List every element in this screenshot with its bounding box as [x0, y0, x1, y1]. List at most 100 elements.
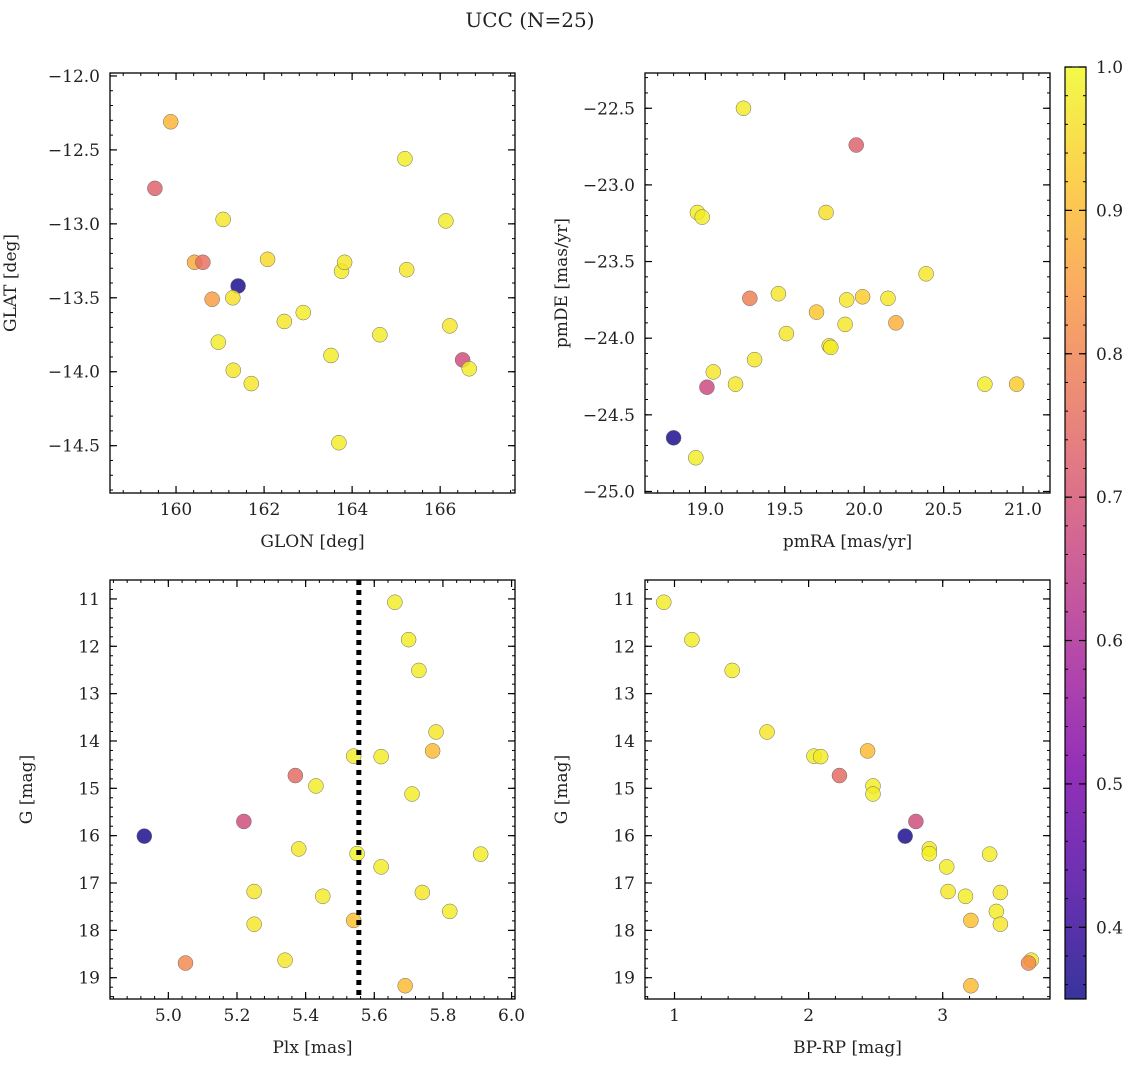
y-tick-label: −24.5: [583, 406, 635, 426]
scatter-point: [336, 254, 353, 271]
x-tick-label: 5.4: [292, 1006, 319, 1026]
scatter-points: [136, 594, 489, 994]
figure-title: UCC (N=25): [465, 8, 594, 32]
y-tick-label: 12: [613, 637, 635, 657]
scatter-point: [1020, 955, 1037, 971]
scatter-point: [215, 211, 231, 228]
colorbar: 0.4 0.5 0.6 0.7 0.8 0.9 1.0: [1064, 58, 1123, 1000]
colorbar-tick-label: 0.7: [1096, 488, 1123, 508]
y-tick-label: 18: [78, 921, 100, 941]
scatter-point: [981, 846, 998, 862]
scatter-point: [694, 209, 710, 225]
scatter-point: [372, 327, 388, 343]
scatter-point: [831, 767, 848, 784]
scatter-point: [656, 594, 672, 611]
scatter-point: [963, 977, 979, 994]
y-axis-label: G [mag]: [17, 755, 37, 824]
scatter-point: [699, 379, 715, 395]
x-tick-label: 21.0: [1004, 500, 1042, 520]
scatter-point: [963, 912, 979, 929]
scatter-point: [865, 786, 881, 802]
x-tick-label: 1: [669, 1006, 680, 1026]
scatter-point: [992, 884, 1009, 901]
x-tick-label: 164: [336, 500, 368, 520]
scatter-point: [204, 291, 220, 308]
y-axis-label: G [mag]: [552, 755, 572, 824]
scatter-point: [397, 151, 413, 167]
scatter-point: [724, 662, 740, 679]
y-tick-label: −13.0: [48, 215, 100, 235]
y-tick-label: 17: [613, 874, 635, 894]
scatter-point: [195, 254, 211, 271]
y-tick-label: −23.5: [583, 253, 635, 273]
scatter-point: [276, 313, 293, 330]
scatter-point: [323, 347, 339, 364]
scatter-point: [921, 845, 938, 862]
scatter-point: [404, 786, 420, 802]
scatter-point: [705, 364, 722, 380]
scatter-point: [859, 743, 876, 759]
scatter-point: [854, 289, 871, 305]
scatter-point: [246, 916, 262, 932]
x-axis-label: Plx [mas]: [272, 1038, 352, 1058]
panel-2: 19.0 19.5 20.0 20.5 21.0 −25.0 −24.5 −24.0 −23.5…: [552, 72, 1051, 552]
scatter-point: [918, 266, 934, 282]
scatter-point: [246, 883, 262, 900]
scatter-point: [428, 724, 444, 740]
y-tick-label: 15: [78, 779, 100, 799]
scatter-point: [225, 362, 242, 379]
scatter-point: [746, 351, 763, 368]
scatter-point: [735, 100, 752, 117]
x-tick-label: 19.0: [686, 500, 724, 520]
colorbar-gradient: [1064, 66, 1087, 1000]
scatter-point: [908, 813, 924, 830]
scatter-point: [136, 828, 153, 844]
scatter-point: [225, 290, 241, 306]
scatter-point: [1008, 376, 1025, 392]
scatter-point: [398, 261, 415, 278]
scatter-point: [992, 916, 1009, 932]
scatter-point: [818, 204, 834, 221]
x-axis-label: GLON [deg]: [260, 532, 364, 552]
y-tick-label: 17: [78, 874, 100, 894]
panels: 160 162 164 166−14.5−14.0−13.5−13.0−12.5−12…: [1, 67, 1051, 1058]
y-tick-label: 18: [613, 921, 635, 941]
scatter-point: [277, 952, 293, 968]
y-tick-label: −25.0: [583, 482, 635, 502]
scatter-points: [147, 114, 477, 451]
scatter-point: [400, 631, 417, 648]
y-tick-label: 15: [613, 779, 635, 799]
colorbar-tick-label: 0.4: [1096, 918, 1123, 938]
y-tick-label: 19: [78, 969, 100, 989]
colorbar-tick-label: 0.9: [1096, 201, 1123, 221]
x-tick-label: 2: [803, 1006, 814, 1026]
panel-3: 5.0 5.2 5.4 5.6 5.8 6.0 11 12 13 14 15 16 17 18 19 Plx …: [17, 579, 525, 1058]
scatter-point: [236, 813, 252, 830]
y-tick-label: 16: [613, 827, 635, 847]
scatter-point: [461, 361, 477, 377]
scatter-point: [147, 180, 163, 197]
y-tick-label: −14.0: [48, 363, 100, 383]
x-tick-label: 20.5: [925, 500, 963, 520]
scatter-point: [759, 724, 775, 740]
scatter-point: [812, 748, 829, 765]
scatter-point: [888, 315, 904, 331]
panel-1: 160 162 164 166 −14.5 −14.0 −13.5 −13.0 −12.5 −12…: [1, 67, 516, 552]
plot-frame: [109, 579, 516, 1000]
y-tick-label: 14: [78, 732, 100, 752]
y-tick-label: 12: [78, 637, 100, 657]
x-tick-label: 5.2: [223, 1006, 250, 1026]
y-axis-label: GLAT [deg]: [1, 234, 21, 332]
scatter-point: [442, 903, 458, 920]
colorbar-tick-label: 1.0: [1096, 58, 1123, 78]
scatter-point: [331, 434, 347, 451]
scatter-point: [808, 304, 825, 320]
scatter-point: [938, 859, 955, 875]
plot-frame: [644, 579, 1051, 1000]
x-tick-label: 5.6: [361, 1006, 388, 1026]
scatter-point: [897, 828, 913, 844]
scatter-point: [308, 778, 324, 794]
scatter-points: [656, 594, 1039, 994]
